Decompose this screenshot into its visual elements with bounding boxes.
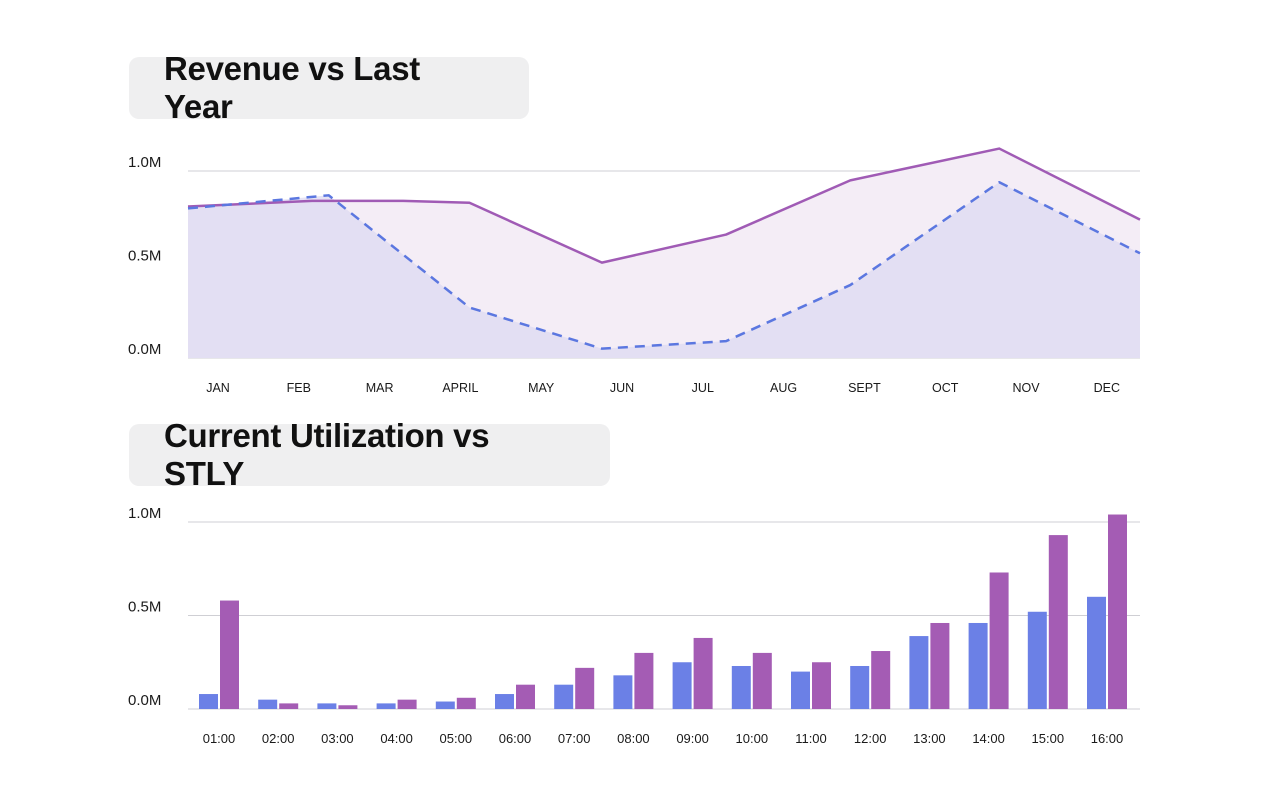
current-bar: [812, 662, 831, 709]
utilization-bar-chart: 1.0M 0.5M 0.0M 01:00 02:00 03:00 04:00 05:00 06:…: [128, 505, 1140, 746]
revenue-line-chart: 1.0M 0.5M 0.0M JAN FEB MAR APRIL MAY JUN JUL AUG SE…: [128, 147, 1141, 395]
bar-chart-x-tick-label: 02:00: [262, 731, 295, 746]
bar-chart-x-tick-label: 13:00: [913, 731, 946, 746]
current-bar: [575, 667, 595, 709]
bar-chart-x-tick-label: 15:00: [1032, 731, 1065, 746]
bar-chart-x-tick-label: 12:00: [854, 731, 887, 746]
line-chart-x-tick-label: JAN: [206, 381, 230, 395]
stly-bar: [435, 701, 455, 709]
stly-bar: [791, 671, 810, 709]
line-chart-x-tick-label: APRIL: [442, 381, 478, 395]
stly-bar: [317, 703, 337, 709]
current-bar: [397, 699, 417, 709]
line-chart-x-tick-label: SEPT: [848, 381, 881, 395]
line-chart-y-tick-label: 0.0M: [128, 341, 161, 358]
this-year-line: [187, 147, 1141, 264]
bar-chart-x-tick-label: 04:00: [380, 731, 413, 746]
stly-bar: [554, 684, 574, 709]
bar-chart-y-tick-label: 0.5M: [128, 599, 161, 616]
current-bar: [634, 652, 654, 709]
current-bar: [1108, 514, 1127, 709]
bar-chart-x-tick-label: 09:00: [676, 731, 709, 746]
current-bar: [220, 600, 239, 709]
bar-chart-x-tick-label: 08:00: [617, 731, 650, 746]
current-bar: [1048, 535, 1068, 709]
current-bar: [516, 684, 535, 709]
current-bar: [279, 703, 299, 709]
current-bar: [930, 622, 950, 709]
bar-chart-x-tick-label: 10:00: [736, 731, 769, 746]
stly-bar: [613, 675, 633, 709]
bar-chart-x-tick-label: 07:00: [558, 731, 591, 746]
line-chart-x-tick-label: MAR: [366, 381, 394, 395]
last-year-area: [188, 182, 1140, 358]
current-bar: [752, 652, 772, 709]
current-bar: [989, 572, 1009, 709]
line-chart-y-tick-label: 0.5M: [128, 248, 161, 265]
line-chart-x-tick-label: OCT: [932, 381, 959, 395]
current-bar: [338, 705, 358, 709]
bar-chart-x-tick-label: 11:00: [795, 731, 827, 746]
stly-bar: [199, 694, 218, 709]
bar-chart-x-tick-label: 06:00: [499, 731, 532, 746]
current-bar: [456, 697, 476, 709]
bar-chart-x-tick-label: 01:00: [203, 731, 236, 746]
line-chart-x-tick-label: JUN: [610, 381, 634, 395]
stly-bar: [968, 622, 988, 709]
line-chart-x-tick-label: AUG: [770, 381, 797, 395]
line-chart-x-tick-label: DEC: [1094, 381, 1120, 395]
line-chart-x-tick-label: JUL: [692, 381, 714, 395]
bar-chart-x-tick-label: 03:00: [321, 731, 354, 746]
line-chart-x-tick-label: FEB: [287, 381, 311, 395]
bar-chart-y-tick-label: 1.0M: [128, 505, 161, 522]
line-chart-x-tick-label: MAY: [528, 381, 555, 395]
current-bar: [871, 651, 891, 709]
line-chart-y-tick-label: 1.0M: [128, 154, 161, 171]
bar-chart-x-tick-label: 14:00: [972, 731, 1005, 746]
last-year-line: [187, 180, 1141, 350]
stly-bar: [376, 703, 396, 709]
bar-chart-x-tick-label: 05:00: [440, 731, 473, 746]
bar-chart-y-tick-label: 0.0M: [128, 692, 161, 709]
bar-chart-x-tick-label: 16:00: [1091, 731, 1124, 746]
stly-bar: [495, 694, 514, 709]
stly-bar: [850, 665, 870, 709]
stly-bar: [731, 665, 751, 709]
utilization-chart-title: Current Utilization vs STLY: [164, 417, 490, 492]
stly-bar: [1027, 611, 1047, 709]
line-chart-x-tick-label: NOV: [1012, 381, 1040, 395]
current-bar: [693, 637, 713, 709]
utilization-chart-title-box: Current Utilization vs STLY: [129, 417, 610, 492]
stly-bar: [258, 699, 278, 709]
revenue-chart-title-box: Revenue vs Last Year: [129, 50, 529, 125]
stly-bar: [672, 662, 692, 709]
stly-bar: [909, 636, 929, 709]
revenue-chart-title: Revenue vs Last Year: [164, 50, 420, 125]
stly-bar: [1087, 596, 1106, 709]
